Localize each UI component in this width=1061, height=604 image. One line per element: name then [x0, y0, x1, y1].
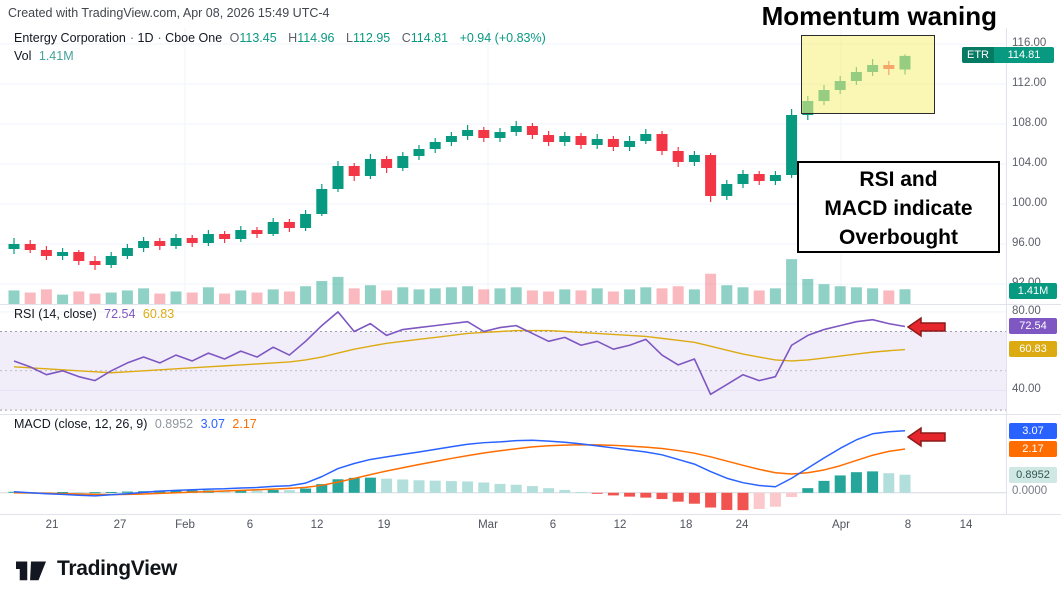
tradingview-footer[interactable]: TradingView: [14, 554, 177, 584]
price-axis-label: 104.00: [1012, 157, 1048, 169]
time-axis-label: 12: [310, 519, 324, 531]
last-price-badge: ETR 114.81: [962, 47, 1054, 63]
macd-signal-badge: 2.17: [1009, 441, 1057, 457]
rsi-axis-label: 80.00: [1012, 304, 1041, 317]
macd-svg[interactable]: [0, 414, 1006, 514]
symbol-interval[interactable]: 1D: [137, 31, 154, 45]
last-price: 114.81: [994, 47, 1054, 63]
time-axis-label: 18: [679, 519, 693, 531]
rsi-axis[interactable]: 80.00 40.00: [1006, 304, 1061, 414]
left-arrow-icon: [907, 316, 946, 338]
symbol-name[interactable]: Entergy Corporation: [14, 31, 126, 45]
time-axis-label: 8: [904, 519, 912, 531]
price-axis-label: 112.00: [1012, 77, 1047, 89]
time-axis-label: 12: [613, 519, 627, 531]
overbought-line: MACD indicate: [824, 197, 973, 220]
created-with-text: Created with TradingView.com, Apr 08, 20…: [8, 6, 330, 20]
rsi-value: 72.54: [104, 307, 136, 321]
price-axis-label: 96.00: [1012, 237, 1041, 249]
time-axis[interactable]: 21 27 Feb 6 12 19 Mar 6 12 18 24 Apr 8 14: [0, 514, 1006, 540]
macd-hist-value: 0.8952: [154, 417, 194, 431]
overbought-line: Overbought: [839, 226, 958, 249]
macd-line-value: 3.07: [200, 417, 225, 431]
rsi-legend-title[interactable]: RSI (14, close): [14, 307, 97, 321]
symbol-exchange: Cboe One: [165, 31, 223, 45]
overbought-note-annotation[interactable]: RSI and MACD indicate Overbought: [797, 161, 1000, 253]
price-axis-label: 116.00: [1012, 37, 1047, 49]
axis-separator: [0, 514, 1061, 515]
ohlc-high: H114.96: [288, 31, 335, 45]
time-axis-label: Feb: [175, 519, 195, 531]
rsi-legend[interactable]: RSI (14, close) 72.54 60.83: [14, 307, 178, 321]
separator: ·: [157, 31, 162, 45]
symbol-legend[interactable]: Entergy Corporation · 1D · Cboe One O113.4…: [14, 31, 550, 45]
overbought-line: RSI and: [859, 168, 938, 191]
macd-hist-badge: 0.8952: [1009, 467, 1057, 483]
pane-separator[interactable]: [0, 304, 1061, 305]
tradingview-logo-icon: [16, 561, 46, 581]
time-axis-label: 14: [959, 519, 973, 531]
price-axis-label: 100.00: [1012, 197, 1048, 209]
rsi-ma-value: 60.83: [142, 307, 175, 321]
macd-legend-title[interactable]: MACD (close, 12, 26, 9): [14, 417, 148, 431]
red-arrow-rsi-annotation[interactable]: [907, 316, 947, 338]
price-axis-label: 108.00: [1012, 117, 1048, 129]
rsi-badge: 72.54: [1009, 318, 1057, 334]
volume-badge: 1.41M: [1009, 283, 1057, 299]
time-axis-label: 27: [113, 519, 127, 531]
macd-legend[interactable]: MACD (close, 12, 26, 9) 0.8952 3.07 2.17: [14, 417, 261, 431]
rsi-ma-badge: 60.83: [1009, 341, 1057, 357]
ohlc-low: L112.95: [346, 31, 391, 45]
pane-separator[interactable]: [0, 414, 1061, 415]
volume-value: 1.41M: [38, 49, 74, 63]
volume-label: Vol: [14, 49, 32, 63]
separator: ·: [129, 31, 135, 45]
highlight-box-annotation[interactable]: [801, 35, 935, 114]
rsi-axis-label: 40.00: [1012, 383, 1041, 396]
time-axis-label: Mar: [478, 519, 498, 531]
red-arrow-macd-annotation[interactable]: [907, 426, 947, 448]
ohlc-close: C114.81: [401, 31, 449, 45]
macd-line-badge: 3.07: [1009, 423, 1057, 439]
brand-name: TradingView: [57, 557, 178, 580]
ticker-label: ETR: [962, 47, 994, 63]
momentum-waning-annotation[interactable]: Momentum waning: [761, 1, 997, 31]
price-change: +0.94 (+0.83%): [459, 31, 546, 45]
time-axis-label: 24: [735, 519, 749, 531]
volume-legend[interactable]: Vol 1.41M: [14, 49, 78, 63]
time-axis-label: 19: [377, 519, 391, 531]
time-axis-label: Apr: [832, 519, 850, 531]
rsi-svg[interactable]: [0, 304, 1006, 414]
time-axis-label: 21: [45, 519, 59, 531]
macd-zero-label: 0.0000: [1012, 485, 1048, 497]
ohlc-open: O113.45: [229, 31, 277, 45]
macd-signal-value: 2.17: [232, 417, 257, 431]
time-axis-label: 6: [549, 519, 557, 531]
left-arrow-icon: [907, 426, 946, 448]
time-axis-label: 6: [246, 519, 254, 531]
price-axis-border: [1006, 28, 1007, 514]
